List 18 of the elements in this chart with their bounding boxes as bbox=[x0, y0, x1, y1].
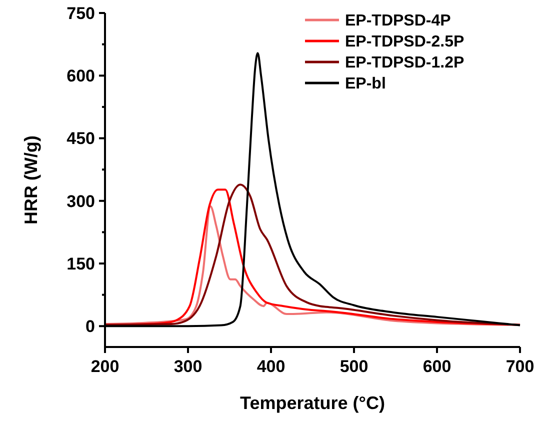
y-tick-label: 450 bbox=[66, 129, 95, 148]
x-tick-label: 400 bbox=[256, 357, 286, 376]
x-tick-label: 300 bbox=[174, 357, 202, 376]
x-axis-title: Temperature (°C) bbox=[240, 393, 385, 413]
x-tick-label: 500 bbox=[340, 357, 368, 376]
legend-label: EP-TDPSD-4P bbox=[345, 12, 452, 30]
y-tick-label: 0 bbox=[86, 317, 95, 336]
y-tick-label: 300 bbox=[66, 192, 95, 211]
x-tick-label: 700 bbox=[506, 357, 534, 376]
legend-label: EP-bl bbox=[345, 76, 386, 93]
legend-label: EP-TDPSD-1.2P bbox=[345, 54, 464, 72]
legend-label: EP-TDPSD-2.5P bbox=[345, 34, 464, 51]
y-tick-label: 750 bbox=[66, 4, 95, 23]
y-axis-title: HRR (W/g) bbox=[21, 136, 41, 224]
y-tick-label: 150 bbox=[66, 254, 95, 274]
x-tick-label: 200 bbox=[90, 357, 120, 376]
x-tick-label: 600 bbox=[422, 357, 452, 376]
y-tick-label: 600 bbox=[66, 66, 95, 86]
